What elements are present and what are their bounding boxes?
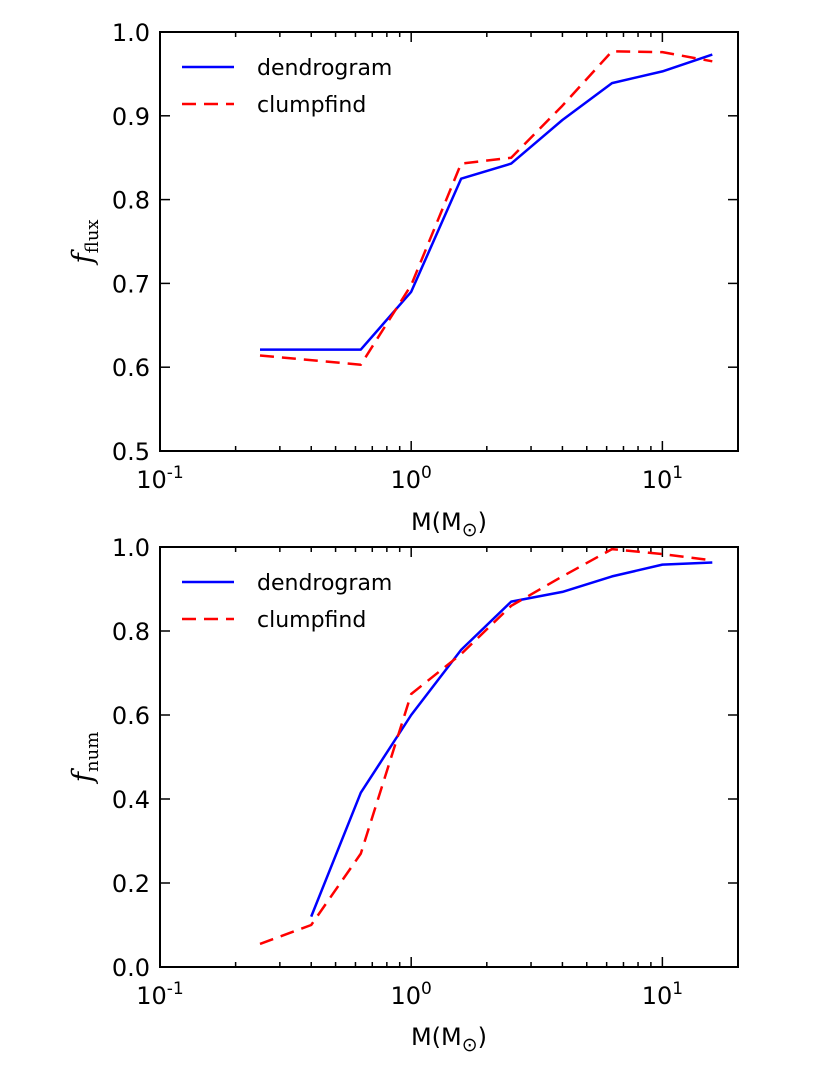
x-axis-label: M(M⊙) (411, 1023, 487, 1056)
legend-label-dendrogram: dendrogram (257, 56, 392, 81)
y-tick-label: 0.8 (112, 618, 150, 646)
x-tick-label: 101 (642, 463, 683, 494)
y-tick-label: 0.8 (112, 187, 150, 215)
plot-frame (159, 546, 739, 968)
y-tick-label: 0.5 (112, 438, 150, 466)
chart-panel-1: 10-1 100 101 0.5 0.6 0.7 0.8 0.9 1.0 M(M⊙) fflux de… (66, 19, 739, 541)
series-line-clumpfind (259, 50, 713, 366)
x-tick-label: 101 (642, 979, 683, 1010)
y-axis-label: fflux (66, 219, 103, 265)
legend-label-clumpfind: clumpfind (257, 93, 366, 118)
x-tick-label: 100 (391, 463, 432, 494)
plot-frame (159, 31, 739, 452)
y-axis-label: fnum (66, 732, 103, 785)
series-line-clumpfind (259, 547, 713, 946)
y-tick-label: 1.0 (112, 534, 150, 562)
y-tick-label: 0.7 (112, 270, 150, 298)
y-tick-label: 0.6 (112, 702, 150, 730)
y-tick-label: 0.4 (112, 786, 150, 814)
chart-panel-2: 10-1 100 101 0.0 0.2 0.4 0.6 0.8 1.0 M(M⊙) fnum den… (66, 534, 739, 1056)
x-tick-label: 10-1 (136, 463, 184, 494)
y-tick-label: 0.2 (112, 870, 150, 898)
legend-label-clumpfind: clumpfind (257, 608, 366, 633)
x-axis-label: M(M⊙) (411, 508, 487, 541)
x-tick-label: 100 (391, 979, 432, 1010)
legend-label-dendrogram: dendrogram (257, 571, 392, 596)
series-line-dendrogram (260, 53, 713, 351)
series-line-dendrogram (310, 561, 713, 918)
x-tick-label: 10-1 (136, 979, 184, 1010)
y-tick-label: 0.0 (112, 954, 150, 982)
y-tick-label: 0.9 (112, 103, 150, 131)
y-tick-label: 0.6 (112, 354, 150, 382)
y-tick-label: 1.0 (112, 19, 150, 47)
